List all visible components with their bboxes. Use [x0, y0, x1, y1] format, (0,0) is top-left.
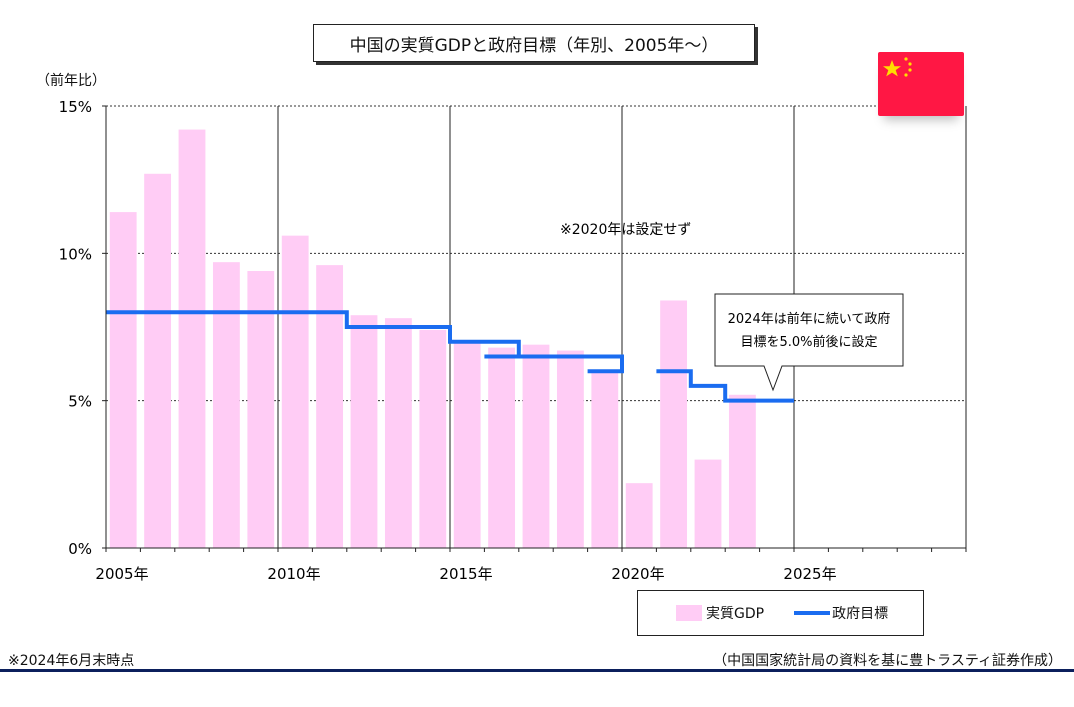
gdp-bar	[247, 271, 275, 548]
gdp-bar	[212, 262, 240, 548]
flag-small-star	[908, 68, 912, 72]
source-note: （中国国家統計局の資料を基に豊トラスティ証券作成）	[713, 653, 1062, 669]
gdp-bar	[144, 173, 172, 549]
x-tick-label: 2005年	[95, 565, 148, 583]
callout-line-1: 2024年は前年に続いて政府	[728, 311, 891, 327]
legend-gdp-swatch	[676, 605, 702, 621]
gdp-bar	[591, 371, 619, 548]
gdp-bar	[419, 329, 447, 548]
legend-target-label: 政府目標	[832, 606, 889, 622]
flag-small-star	[904, 57, 908, 61]
y-tick-label: 0%	[68, 540, 92, 558]
gdp-bar	[522, 344, 550, 548]
gdp-bar	[350, 315, 378, 548]
china-flag-icon	[878, 52, 964, 116]
x-tick-label: 2020年	[611, 565, 664, 583]
x-tick-label: 2025年	[783, 565, 836, 583]
chart-title: 中国の実質GDPと政府目標（年別、2005年～）	[313, 24, 755, 62]
gdp-bar	[178, 129, 206, 548]
bottom-rule	[0, 669, 1074, 672]
axes	[102, 105, 967, 552]
gdp-bar	[625, 483, 653, 548]
tick-labels: 0% 5% 10% 15% 2005年 2010年 2015年 2020年 2025年	[59, 98, 837, 583]
gdp-bar	[384, 318, 412, 548]
legend-target-swatch	[794, 611, 831, 615]
as-of-note: ※2024年6月末時点	[8, 653, 135, 669]
gdp-bar	[694, 459, 722, 548]
callout: 2024年は前年に続いて政府 目標を5.0%前後に設定	[714, 293, 904, 392]
gdp-bar	[728, 394, 756, 548]
gdp-bar	[316, 265, 344, 548]
y-tick-label: 5%	[68, 393, 92, 411]
flag-small-star	[908, 62, 912, 66]
target-line	[106, 310, 794, 403]
gdp-bar	[453, 341, 481, 548]
gdp-bar	[281, 235, 309, 549]
legend-gdp-label: 実質GDP	[706, 606, 765, 622]
gdp-bar	[660, 300, 688, 548]
y-tick-label: 10%	[59, 245, 92, 263]
flag-small-star	[904, 73, 908, 77]
x-tick-label: 2015年	[439, 565, 492, 583]
legend: 実質GDP 政府目標	[637, 590, 924, 636]
gdp-bars	[109, 129, 756, 549]
x-tick-label: 2010年	[267, 565, 320, 583]
callout-line-2: 目標を5.0%前後に設定	[740, 334, 877, 350]
gdp-bar	[109, 212, 137, 548]
y-unit-label: （前年比）	[36, 73, 106, 89]
chart-title-text: 中国の実質GDPと政府目標（年別、2005年～）	[349, 35, 719, 56]
note-2020: ※2020年は設定せず	[560, 222, 691, 238]
gdp-bar	[488, 347, 516, 548]
gdp-bar	[556, 350, 584, 548]
target-step-path	[106, 310, 794, 403]
flag-big-star	[883, 60, 901, 77]
y-tick-label: 15%	[59, 98, 92, 116]
